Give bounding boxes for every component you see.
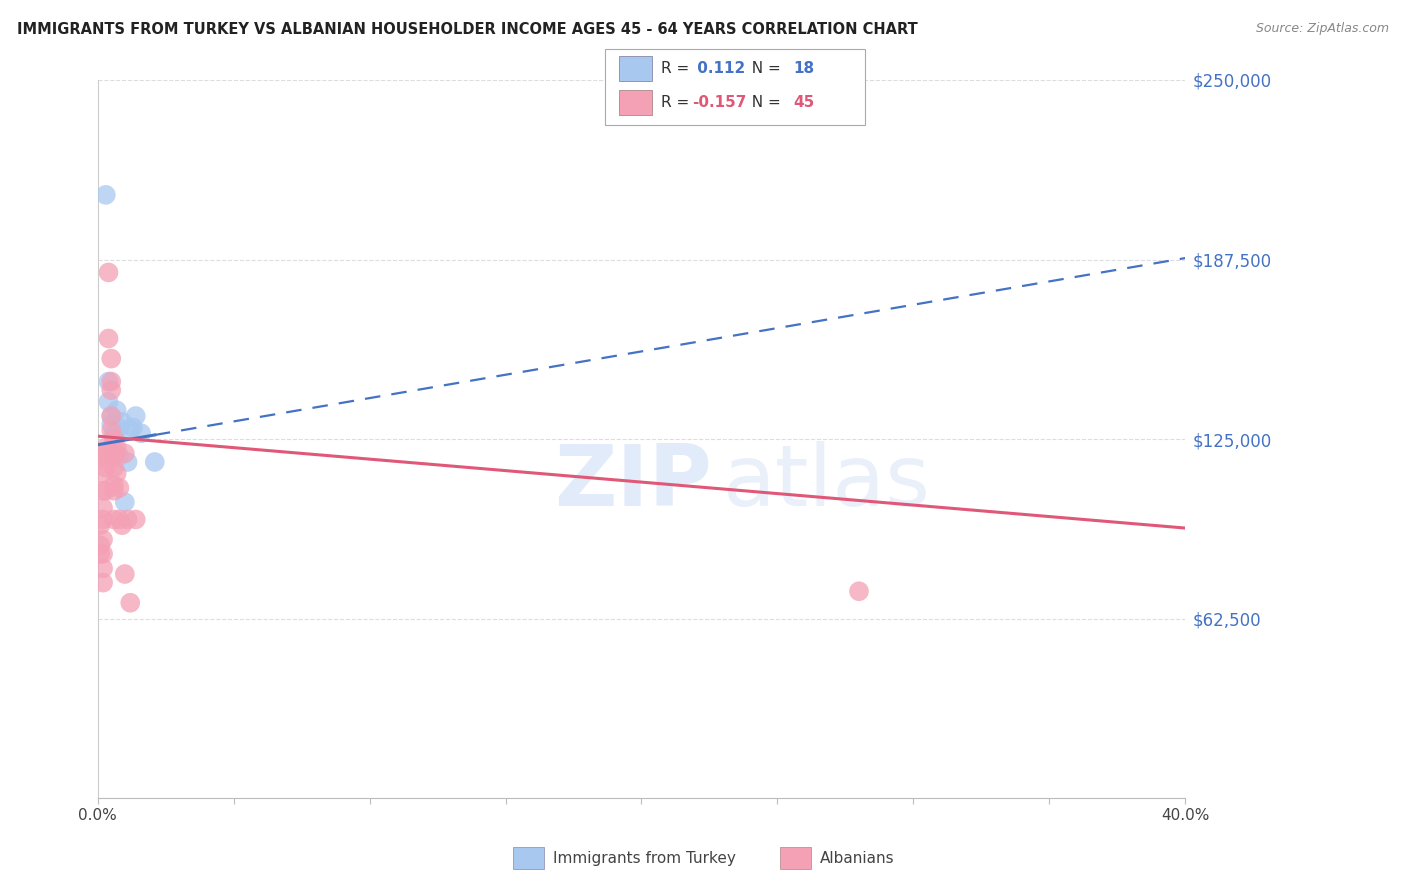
Point xyxy=(103,446,125,460)
Point xyxy=(103,449,125,463)
Point xyxy=(105,441,128,455)
Point xyxy=(91,561,114,575)
Point xyxy=(103,478,125,492)
Point xyxy=(89,538,111,552)
Point xyxy=(100,409,122,423)
Point xyxy=(103,512,125,526)
Point xyxy=(848,584,870,599)
Point xyxy=(120,596,142,610)
Point xyxy=(94,483,117,498)
Point xyxy=(91,483,114,498)
Point xyxy=(94,446,117,460)
Point xyxy=(103,426,125,441)
Point xyxy=(94,187,117,202)
Point xyxy=(105,403,128,417)
Point xyxy=(114,446,136,460)
Point xyxy=(97,265,120,279)
Text: Immigrants from Turkey: Immigrants from Turkey xyxy=(553,851,735,865)
Text: atlas: atlas xyxy=(723,441,931,524)
Text: N =: N = xyxy=(742,95,786,110)
Point xyxy=(117,455,139,469)
Point xyxy=(114,495,136,509)
Point xyxy=(100,383,122,397)
Point xyxy=(94,460,117,475)
Point xyxy=(111,415,134,429)
Text: R =: R = xyxy=(661,62,695,76)
Point xyxy=(105,467,128,481)
Point xyxy=(89,518,111,533)
Point xyxy=(100,375,122,389)
Point xyxy=(111,518,134,533)
Point xyxy=(100,441,122,455)
Point xyxy=(122,420,145,434)
Point xyxy=(91,533,114,547)
Point xyxy=(129,426,152,441)
Point xyxy=(97,331,120,345)
Point xyxy=(120,424,142,438)
Text: N =: N = xyxy=(742,62,786,76)
Point xyxy=(103,432,125,446)
Text: 0.112: 0.112 xyxy=(692,62,745,76)
Point xyxy=(108,481,131,495)
Point xyxy=(108,512,131,526)
Point xyxy=(108,420,131,434)
Point xyxy=(97,394,120,409)
Point xyxy=(100,417,122,432)
Point xyxy=(94,452,117,467)
Point xyxy=(125,512,148,526)
Text: R =: R = xyxy=(661,95,695,110)
Text: Albanians: Albanians xyxy=(820,851,894,865)
Point xyxy=(97,375,120,389)
Point xyxy=(91,512,114,526)
Point xyxy=(94,441,117,455)
Text: -0.157: -0.157 xyxy=(692,95,747,110)
Point xyxy=(103,483,125,498)
Point xyxy=(91,547,114,561)
Text: IMMIGRANTS FROM TURKEY VS ALBANIAN HOUSEHOLDER INCOME AGES 45 - 64 YEARS CORRELA: IMMIGRANTS FROM TURKEY VS ALBANIAN HOUSE… xyxy=(17,22,918,37)
Text: 18: 18 xyxy=(793,62,814,76)
Point xyxy=(103,449,125,463)
Text: ZIP: ZIP xyxy=(554,441,713,524)
Point xyxy=(105,446,128,460)
Point xyxy=(91,500,114,515)
Point xyxy=(103,460,125,475)
Point xyxy=(117,512,139,526)
Point xyxy=(114,567,136,582)
Point xyxy=(108,449,131,463)
Point xyxy=(100,351,122,366)
Text: Source: ZipAtlas.com: Source: ZipAtlas.com xyxy=(1256,22,1389,36)
Point xyxy=(125,409,148,423)
Text: 45: 45 xyxy=(793,95,814,110)
Point xyxy=(143,455,166,469)
Point xyxy=(91,575,114,590)
Point xyxy=(100,424,122,438)
Point xyxy=(100,409,122,423)
Point xyxy=(91,449,114,463)
Point xyxy=(89,547,111,561)
Point xyxy=(91,467,114,481)
